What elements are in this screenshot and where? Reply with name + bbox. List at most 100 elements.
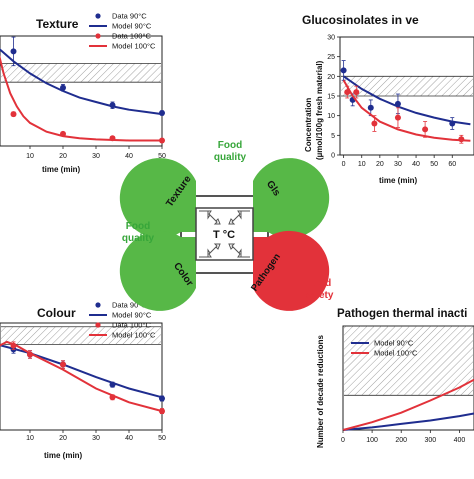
shaded-band-rect bbox=[1, 63, 161, 83]
center-temperature-label: T °C bbox=[213, 229, 235, 241]
glucosinolates-xlabel: time (min) bbox=[379, 176, 418, 185]
shaded-band-rect bbox=[1, 326, 161, 345]
colour-chart: Colour 10 20 30 40 50 time (min) Data 90°CMo… bbox=[0, 301, 166, 460]
colour-x-ticks: 10 20 30 40 50 bbox=[26, 430, 166, 442]
y-tick-label: 10 bbox=[327, 113, 335, 120]
x-tick-label: 10 bbox=[358, 161, 366, 168]
glucosinolates-ylabel-line1: Concentration bbox=[304, 98, 313, 152]
center-inner-box bbox=[195, 207, 254, 261]
texture-title: Texture bbox=[36, 17, 79, 31]
x-tick-label: 200 bbox=[395, 437, 407, 444]
shaded-band-rect bbox=[344, 326, 473, 396]
food-safety-line1: Food bbox=[307, 278, 331, 289]
food-safety-line2: safety bbox=[305, 290, 334, 301]
pathogen-title: Pathogen thermal inacti bbox=[337, 308, 467, 320]
x-tick-label: 100 bbox=[366, 437, 378, 444]
legend-label: Data 100°C bbox=[112, 321, 151, 330]
arrow-sw-icon bbox=[199, 243, 221, 258]
x-tick-label: 40 bbox=[125, 435, 133, 442]
glucosinolates-ticks: 0 10 20 30 40 50 60 0 5 10 15 20 25 30 bbox=[327, 35, 456, 169]
texture-series bbox=[0, 36, 165, 144]
x-tick-label: 400 bbox=[454, 437, 466, 444]
series-line-0 bbox=[342, 412, 474, 431]
pathogen-x-ticks: 0 100 200 300 400 bbox=[341, 430, 465, 444]
x-tick-label: 0 bbox=[342, 161, 346, 168]
x-tick-label: 50 bbox=[158, 435, 166, 442]
x-tick-label: 30 bbox=[92, 153, 100, 160]
arrow-se-icon bbox=[228, 243, 250, 258]
legend-label: Model 90°C bbox=[374, 339, 414, 348]
legend-marker bbox=[95, 322, 101, 328]
glucosinolates-title: Glucosinolates in ve bbox=[302, 13, 419, 27]
x-tick-label: 50 bbox=[430, 161, 438, 168]
legend-label: Data 90°C bbox=[112, 12, 147, 21]
series-line-1 bbox=[343, 75, 471, 126]
series-line-3 bbox=[0, 54, 162, 142]
data-point bbox=[394, 114, 401, 121]
pathogen-ylabel: Number of decade reductions bbox=[316, 335, 325, 448]
pathogen-shaded-band bbox=[344, 325, 473, 396]
x-tick-label: 20 bbox=[376, 161, 384, 168]
legend-label: Data 100°C bbox=[112, 32, 151, 41]
x-tick-label: 40 bbox=[125, 153, 133, 160]
shaded-band-rect bbox=[341, 76, 473, 96]
legend-label: Model 90°C bbox=[112, 311, 152, 320]
legend-label: Model 90°C bbox=[112, 22, 152, 31]
x-tick-label: 30 bbox=[92, 435, 100, 442]
y-tick-label: 0 bbox=[331, 153, 335, 160]
food-quality-left-line2: quality bbox=[122, 233, 155, 244]
texture-xlabel: time (min) bbox=[42, 165, 81, 174]
series-line-1 bbox=[0, 344, 163, 399]
center-diagram: Texture Gls Color Pathogen T °C Food qua… bbox=[119, 140, 334, 311]
x-tick-label: 300 bbox=[424, 437, 436, 444]
y-tick-label: 25 bbox=[327, 54, 335, 61]
data-point bbox=[367, 104, 374, 111]
colour-xlabel: time (min) bbox=[44, 451, 83, 460]
data-point bbox=[353, 89, 360, 96]
legend-label: Model 100°C bbox=[112, 331, 156, 340]
x-tick-label: 30 bbox=[394, 161, 402, 168]
petal-texture-shape bbox=[119, 158, 196, 239]
food-quality-top-line2: quality bbox=[214, 152, 247, 163]
arrow-ne-icon bbox=[228, 210, 250, 225]
x-tick-label: 20 bbox=[59, 435, 67, 442]
y-tick-label: 20 bbox=[327, 74, 335, 81]
petal-texture: Texture bbox=[119, 158, 196, 239]
colour-title: Colour bbox=[37, 306, 76, 320]
data-point bbox=[340, 67, 347, 74]
petal-pathogen: Pathogen bbox=[249, 230, 330, 311]
texture-plot-frame bbox=[0, 35, 163, 147]
x-tick-label: 10 bbox=[26, 153, 34, 160]
glucosinolates-series bbox=[340, 60, 471, 144]
data-point bbox=[10, 48, 17, 55]
petal-gls-shape bbox=[253, 158, 330, 239]
x-tick-label: 50 bbox=[158, 153, 166, 160]
legend-marker bbox=[95, 302, 101, 308]
colour-series bbox=[0, 340, 165, 415]
series-line-3 bbox=[0, 340, 163, 413]
legend-marker bbox=[95, 13, 101, 19]
data-point bbox=[422, 126, 429, 133]
series-line-1 bbox=[0, 48, 163, 116]
pathogen-chart: Pathogen thermal inacti 0 100 200 300 400 Nu… bbox=[316, 308, 474, 448]
food-quality-left-line1: Food bbox=[126, 221, 150, 232]
x-tick-label: 40 bbox=[412, 161, 420, 168]
glucosinolates-ylabel-line2: (µmol/100g fresh material) bbox=[315, 60, 324, 160]
data-point bbox=[159, 408, 165, 415]
y-tick-label: 30 bbox=[327, 35, 335, 42]
colour-shaded-band bbox=[1, 326, 161, 345]
legend-label: Model 100°C bbox=[112, 42, 156, 51]
data-point bbox=[60, 361, 66, 368]
y-tick-label: 5 bbox=[331, 133, 335, 140]
data-point bbox=[371, 120, 378, 127]
legend-label: Model 100°C bbox=[374, 349, 418, 358]
x-tick-label: 20 bbox=[59, 153, 67, 160]
colour-plot-frame bbox=[0, 322, 163, 431]
y-tick-label: 15 bbox=[327, 94, 335, 101]
texture-x-ticks: 10 20 30 40 50 bbox=[26, 146, 166, 160]
texture-shaded-band bbox=[1, 63, 161, 83]
